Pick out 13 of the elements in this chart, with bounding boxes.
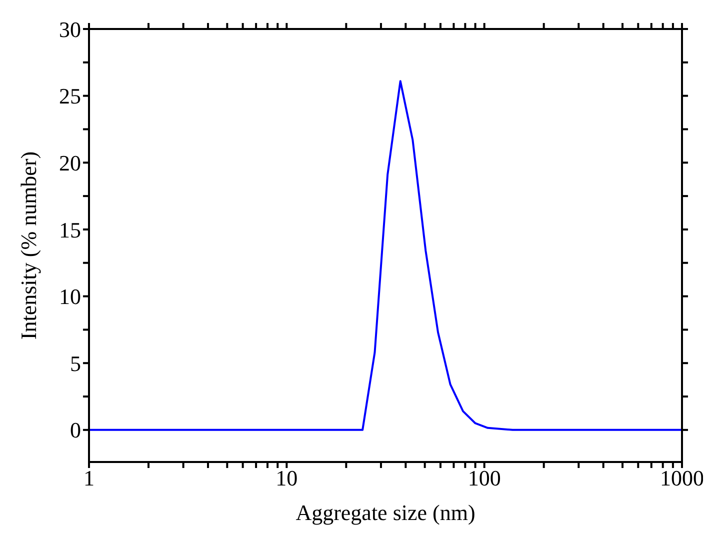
x-axis-title: Aggregate size (nm)	[296, 500, 476, 525]
x-tick-label: 1	[84, 466, 94, 491]
y-tick-label: 30	[59, 16, 81, 42]
x-tick-label: 1000	[660, 466, 704, 491]
y-axis-title: Intensity (% number)	[16, 151, 41, 340]
y-tick-label: 25	[59, 84, 81, 109]
y-tick-label: 5	[70, 350, 81, 376]
y-tick-label: 20	[59, 150, 81, 176]
x-tick-label: 10	[276, 466, 298, 491]
y-tick-label: 0	[70, 418, 81, 443]
x-tick-label: 100	[468, 466, 501, 491]
y-tick-label: 15	[59, 217, 81, 242]
y-tick-label: 10	[59, 284, 81, 310]
